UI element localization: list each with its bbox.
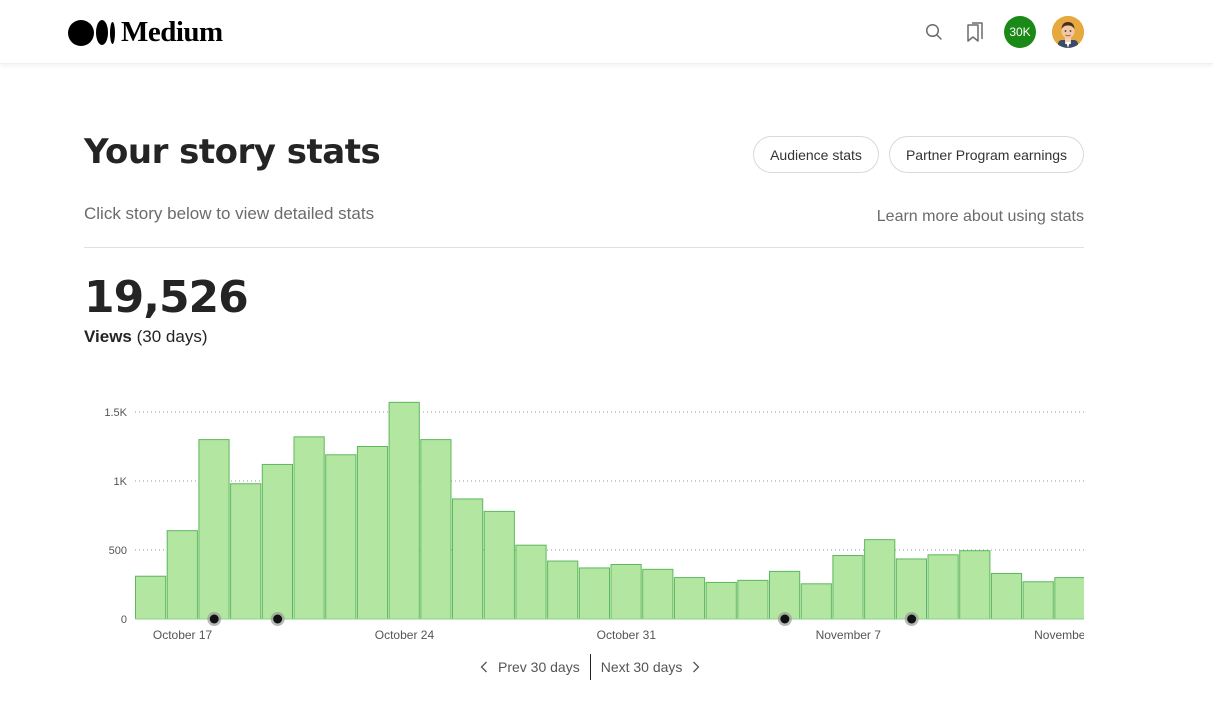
chart-bar <box>800 583 832 620</box>
chart-bar <box>420 439 452 620</box>
chart-bar <box>705 581 737 620</box>
x-tick-label: November 7 <box>816 628 882 642</box>
chart-bar <box>452 498 484 620</box>
chart-bar <box>1054 577 1084 620</box>
chart-bar <box>927 554 959 620</box>
x-tick-label: October 17 <box>153 628 213 642</box>
chevron-right-icon <box>693 661 700 673</box>
chevron-left-icon <box>480 661 487 673</box>
chart-bar <box>737 579 769 620</box>
chart-bar <box>642 568 674 620</box>
x-tick-label: October 31 <box>597 628 657 642</box>
x-tick-label: November 14 <box>1034 628 1084 642</box>
prev-30-days-label: Prev 30 days <box>498 659 580 675</box>
story-marker <box>907 614 917 624</box>
top-navigation-bar: Medium 30K <box>0 0 1213 64</box>
partner-program-earnings-button[interactable]: Partner Program earnings <box>889 136 1084 173</box>
next-30-days-label: Next 30 days <box>600 659 683 675</box>
views-bar-chart: 0 500 1K 1.5K October 17 October 24 October 31… <box>104 401 1084 642</box>
page-subtitle: Click story below to view detailed stats <box>84 204 375 223</box>
chart-bar <box>832 555 864 620</box>
story-marker <box>273 614 283 624</box>
bookmarks-icon <box>967 22 983 42</box>
chart-bar <box>388 401 420 620</box>
logo-text: Medium <box>121 16 223 48</box>
chart-bar <box>166 530 198 620</box>
chart-bar <box>547 560 579 620</box>
chart-bar <box>198 439 230 620</box>
chart-bar <box>515 544 547 620</box>
section-divider <box>84 247 1084 248</box>
y-tick-label: 1K <box>114 476 128 488</box>
next-30-days-button[interactable]: Next 30 days <box>591 659 711 675</box>
chart-bar <box>673 577 706 620</box>
chart-bar <box>864 539 896 620</box>
avatar[interactable] <box>1052 16 1084 48</box>
views-label-text: Views <box>84 327 132 346</box>
chart-bar <box>230 483 262 620</box>
y-tick-label: 1.5K <box>104 407 127 419</box>
views-label: Views (30 days) <box>84 327 208 347</box>
page-title: Your story stats <box>84 132 381 172</box>
chart-bar <box>293 436 325 620</box>
medium-logo[interactable]: Medium <box>68 16 223 49</box>
y-tick-label: 500 <box>109 545 127 557</box>
story-marker <box>780 614 790 624</box>
search-button[interactable] <box>920 18 948 46</box>
x-tick-label: October 24 <box>375 628 435 642</box>
medium-logo-mark-icon <box>68 19 115 46</box>
story-marker <box>209 614 219 624</box>
chart-bar <box>135 575 167 620</box>
chart-bar <box>261 463 294 620</box>
chart-pager: Prev 30 days Next 30 days <box>470 654 710 680</box>
chart-bar <box>610 563 642 620</box>
chart-bar <box>1022 581 1054 620</box>
prev-30-days-button[interactable]: Prev 30 days <box>470 659 590 675</box>
learn-more-link[interactable]: Learn more about using stats <box>876 208 1084 225</box>
chart-bar <box>959 550 991 620</box>
total-views-count: 19,526 <box>84 272 249 323</box>
chart-bar <box>483 510 515 620</box>
chart-bar <box>990 572 1023 620</box>
chart-bar <box>769 570 801 620</box>
audience-stats-button[interactable]: Audience stats <box>753 136 879 173</box>
chart-bar <box>578 567 610 620</box>
membership-badge[interactable]: 30K <box>1004 16 1036 48</box>
avatar-icon <box>1052 16 1084 48</box>
chart-bar <box>325 454 357 620</box>
y-tick-label: 0 <box>121 614 127 626</box>
views-period: (30 days) <box>136 327 208 346</box>
chart-bar <box>356 446 389 620</box>
bookmarks-button[interactable] <box>961 18 989 46</box>
chart-bar <box>895 558 927 620</box>
search-icon <box>925 23 942 40</box>
pager-separator <box>589 654 591 680</box>
